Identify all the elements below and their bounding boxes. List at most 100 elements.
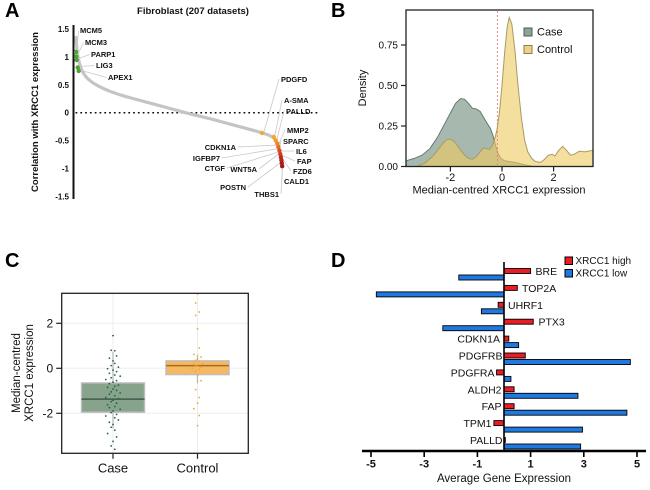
gene-label-IGFBP7: IGFBP7 <box>193 154 220 163</box>
gene-dot-PARP1 <box>74 57 79 63</box>
jitter-control-point <box>198 368 201 371</box>
jitter-case-point <box>119 408 122 411</box>
panel-d-xlabel: Average Gene Expression <box>437 473 571 485</box>
jitter-case-point <box>110 445 113 447</box>
panel-b-ytick: 0.75 <box>379 41 399 52</box>
jitter-case-point <box>110 400 113 403</box>
panel-c-border <box>61 292 249 454</box>
gene-label-A-SMA: A-SMA <box>284 96 309 105</box>
jitter-case-point <box>110 426 113 429</box>
bar-label-CDKN1A: CDKN1A <box>457 334 500 346</box>
bar-low-PDGFRA <box>503 375 512 382</box>
jitter-control-point <box>193 353 195 356</box>
jitter-case-point <box>112 334 114 337</box>
jitter-case-point <box>104 378 107 381</box>
panel-a-title: Fibroblast (207 datasets) <box>137 6 249 17</box>
gene-dot-APEX1 <box>76 68 81 74</box>
jitter-case-point <box>110 376 113 379</box>
jitter-case-point <box>104 396 107 399</box>
jitter-control-point <box>196 364 199 366</box>
jitter-case-point <box>112 369 114 371</box>
bar-label-PDGFRB: PDGFRB <box>459 351 503 363</box>
jitter-case-point <box>106 432 109 435</box>
jitter-case-point <box>112 440 114 443</box>
density-control <box>416 15 594 167</box>
leader-line <box>274 99 283 138</box>
bar-high-PDGFRA <box>496 369 505 376</box>
panel-b-xtick: 0 <box>499 172 505 184</box>
jitter-case-point <box>115 355 118 357</box>
leader-line <box>221 148 280 159</box>
leader-line <box>247 161 283 188</box>
gene-dot-hot <box>273 138 278 143</box>
panel-b-xtick: 2 <box>551 172 557 184</box>
leader-line <box>76 30 79 52</box>
box-Control <box>165 360 230 376</box>
panel-b-xlabel: Median-centred XRCC1 expression <box>412 185 585 197</box>
gene-label-MCM3: MCM3 <box>85 38 107 47</box>
panel-c-category-Case: Case <box>98 460 128 475</box>
panel-a-ytick: -1 <box>62 164 70 173</box>
leader-line <box>226 151 281 169</box>
gene-dot-MCM5 <box>73 49 79 55</box>
bar-high-ALDH2 <box>503 386 515 393</box>
panel-b-ylabel: Density <box>357 69 369 106</box>
bar-label-FAP: FAP <box>482 401 502 413</box>
jitter-case-point <box>115 436 118 438</box>
bar-high-UHRF1 <box>497 301 505 308</box>
bar-label-UHRF1: UHRF1 <box>508 300 543 312</box>
panel-c-ytick: 2 <box>47 316 54 330</box>
jitter-control-point <box>194 314 197 317</box>
panel-d-chart: BRE TOP2A UHRF1 PTX3 CDKN1A PDGFRB PDGFRA ALDH2… <box>362 256 646 485</box>
panel-b-xtick: -2 <box>446 172 456 184</box>
jitter-case-point <box>113 416 116 419</box>
panel-c-ytick: 0 <box>47 361 54 375</box>
panel-c-category-Control: Control <box>177 460 219 475</box>
panel-a-ytick: -1.5 <box>55 192 69 201</box>
panel-a-ytick: 0 <box>65 109 70 118</box>
leader-line <box>77 54 90 60</box>
jitter-case-point <box>112 381 114 384</box>
gene-label-FAP: FAP <box>297 157 312 166</box>
jitter-case-point <box>110 411 113 414</box>
gene-dot-MCM3 <box>74 54 79 59</box>
jitter-case-point <box>112 423 114 426</box>
gene-label-SPARC: SPARC <box>283 137 309 146</box>
leader-line <box>278 129 286 145</box>
jitter-control-point <box>198 347 201 349</box>
rank-curve <box>74 35 284 168</box>
gene-label-CALD1: CALD1 <box>284 177 309 186</box>
jitter-case-point <box>119 375 122 378</box>
gene-label-FZD6: FZD6 <box>293 167 312 176</box>
bar-high-TOP2A <box>503 284 518 291</box>
bar-label-TOP2A: TOP2A <box>522 283 556 295</box>
jitter-case-point <box>113 385 116 388</box>
legend-swatch-Case <box>523 27 533 37</box>
jitter-control-point <box>194 388 197 391</box>
panel-d-xtick: -3 <box>419 459 429 471</box>
jitter-case-point <box>117 419 120 421</box>
jitter-control-point <box>200 379 203 382</box>
legend-label-Case: Case <box>537 27 563 39</box>
bar-high-TPM1 <box>493 420 505 427</box>
bar-low-TPM1 <box>503 426 583 433</box>
jitter-case-point <box>106 386 109 389</box>
jitter-control-point <box>196 424 199 427</box>
bar-low-CDKN1A <box>503 342 520 349</box>
jitter-control-point <box>196 357 199 360</box>
jitter-case-point <box>108 421 111 424</box>
panel-a-letter: A <box>5 0 20 22</box>
legend-swatch-XRCC1 low <box>564 269 573 278</box>
panel-a-ytick: -0.5 <box>55 137 69 146</box>
bar-low-ALDH2 <box>503 392 579 399</box>
jitter-control-point <box>194 370 197 372</box>
jitter-case-point <box>108 357 111 360</box>
leader-line <box>258 152 281 170</box>
jitter-case-point <box>110 391 113 393</box>
bar-label-BRE: BRE <box>536 266 558 278</box>
panel-d-letter: D <box>331 250 346 272</box>
jitter-case-point <box>115 370 118 373</box>
box-Case <box>80 382 146 413</box>
